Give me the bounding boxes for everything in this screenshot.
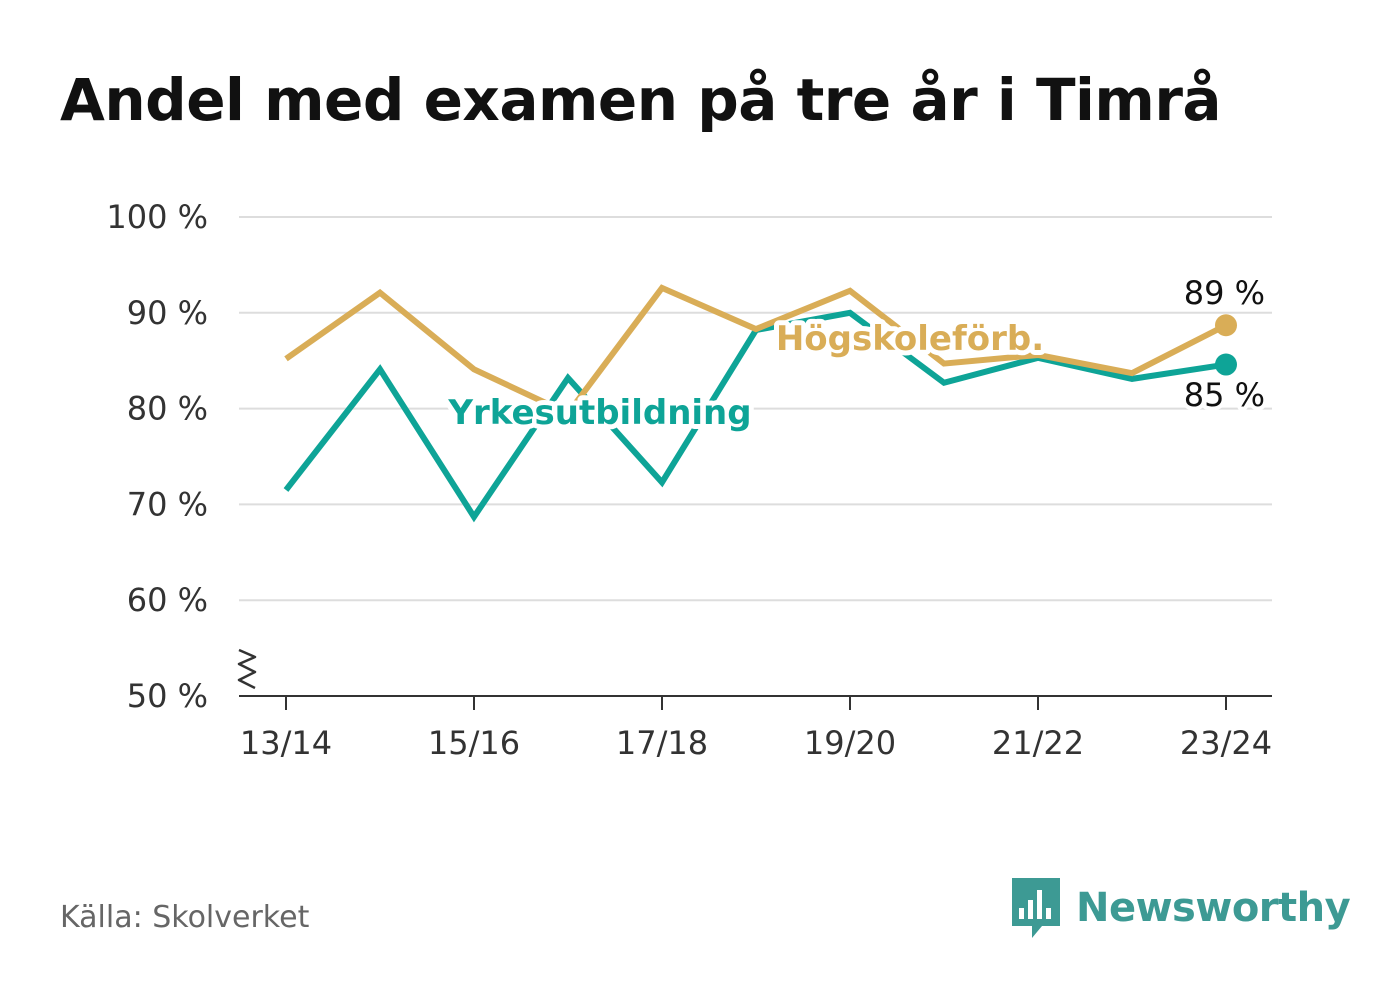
y-tick-label: 100 %: [106, 198, 208, 236]
brand-name: Newsworthy: [1076, 885, 1351, 931]
chart-title: Andel med examen på tre år i Timrå: [60, 66, 1222, 134]
series-label-yrkesutbildning: Yrkesutbildning: [447, 393, 751, 433]
y-tick-label: 90 %: [127, 294, 208, 332]
line-chart: 50 % 60 % 70 % 80 % 90 % 100 % 13/14 15/16 17/1…: [106, 198, 1272, 762]
x-tick-label: 13/14: [240, 724, 332, 762]
end-point-hogskoleforb: [1215, 314, 1237, 337]
x-axis: [237, 648, 1272, 697]
y-tick-label: 80 %: [127, 390, 208, 428]
series-line-yrkesutbildning: [283, 309, 1227, 523]
y-tick-label: 60 %: [127, 581, 208, 619]
x-tick-label: 15/16: [428, 724, 520, 762]
x-tick-label: 19/20: [804, 724, 896, 762]
source-note: Källa: Skolverket: [60, 900, 310, 935]
end-value-label-hogskoleforb: 89 %: [1184, 274, 1265, 312]
series-lines: [283, 284, 1237, 523]
series-labels: Yrkesutbildning Högskoleförb. 89 % 85 %: [442, 270, 1269, 438]
end-point-yrkesutbildning: [1215, 353, 1237, 376]
end-value-label-yrkesutbildning: 85 %: [1184, 376, 1265, 414]
bar-chart-speech-bubble-icon: [1012, 878, 1060, 938]
series-line-hogskoleforb: [284, 284, 1228, 418]
x-axis-ticks: 13/14 15/16 17/18 19/20 21/22 23/24: [240, 696, 1272, 762]
grid-lines: [239, 216, 1272, 602]
brand-logo: Newsworthy: [1010, 876, 1351, 940]
x-tick-label: 21/22: [992, 724, 1084, 762]
y-tick-label: 70 %: [127, 485, 208, 523]
series-label-hogskoleforb: Högskoleförb.: [776, 319, 1044, 359]
y-tick-label: 50 %: [127, 677, 208, 715]
y-axis-ticks: 50 % 60 % 70 % 80 % 90 % 100 %: [106, 198, 208, 715]
x-tick-label: 17/18: [616, 724, 708, 762]
x-tick-label: 23/24: [1180, 724, 1272, 762]
y-axis-break-icon: [237, 648, 257, 690]
